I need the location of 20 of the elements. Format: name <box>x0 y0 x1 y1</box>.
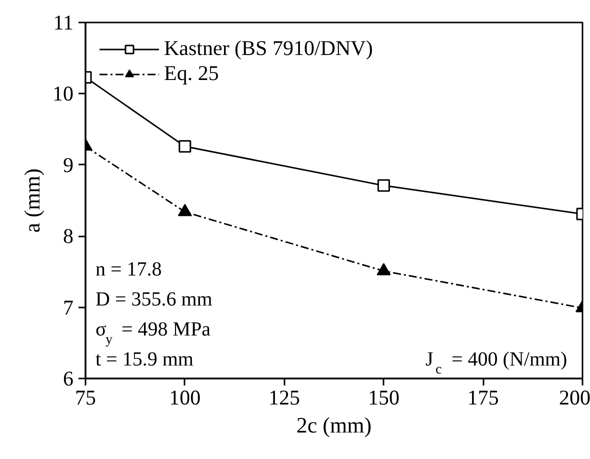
x-tick-label: 150 <box>368 386 400 410</box>
y-tick-label: 10 <box>52 82 74 106</box>
y-tick-label: 11 <box>53 10 74 34</box>
annotation: t = 15.9 mm <box>96 348 194 370</box>
x-tick-label: 100 <box>169 386 201 410</box>
y-tick-label: 9 <box>63 152 74 177</box>
legend-label: Kastner (BS 7910/DNV) <box>164 36 373 61</box>
y-tick-label: 7 <box>63 295 74 320</box>
x-tick-label: 75 <box>75 386 96 410</box>
x-tick-label: 175 <box>467 386 499 410</box>
annotation: D = 355.6 mm <box>96 288 213 310</box>
x-tick-label: 200 <box>559 386 590 410</box>
legend-label: Eq. 25 <box>164 61 219 86</box>
y-tick-label: 8 <box>63 224 74 248</box>
x-tick-label: 125 <box>268 386 300 410</box>
y-axis-title: a (mm) <box>20 168 44 233</box>
y-tick-label: 6 <box>63 366 74 390</box>
annotation: n = 17.8 <box>96 258 162 280</box>
point <box>376 262 391 276</box>
x-axis-title: 2c (mm) <box>296 412 372 438</box>
